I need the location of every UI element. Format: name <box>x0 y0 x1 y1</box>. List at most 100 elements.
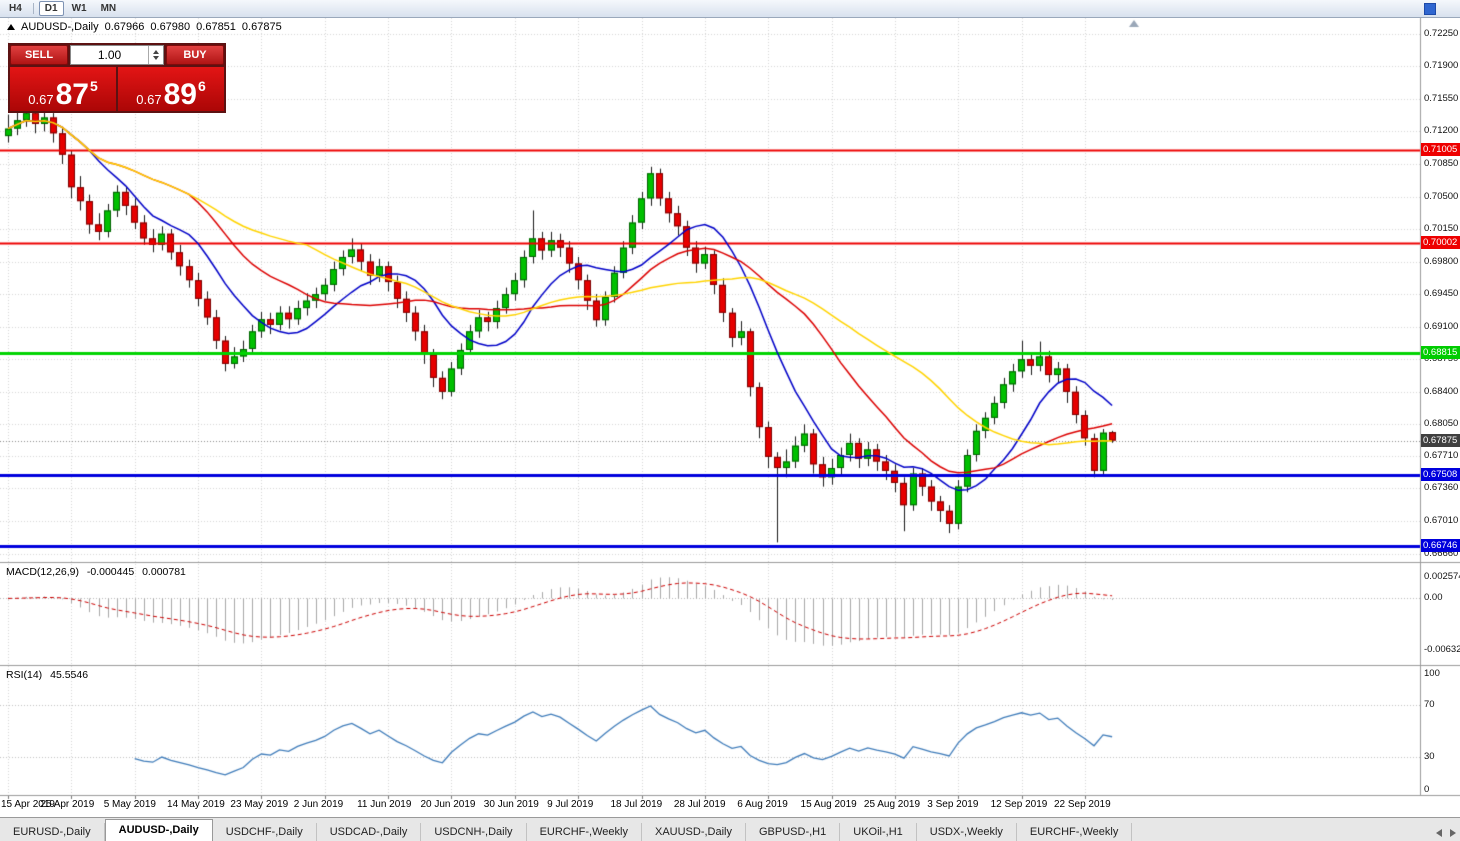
ohlc-open: 0.67966 <box>104 21 145 33</box>
buy-price-frac: 6 <box>197 78 206 94</box>
price-scale-label: 0.69800 <box>1424 255 1459 267</box>
toolbar-blue-square-icon[interactable] <box>1424 3 1436 15</box>
sell-price-frac: 5 <box>89 78 98 94</box>
chart-tab-audusd-daily[interactable]: AUDUSD-,Daily <box>104 819 213 841</box>
rsi-scale-label: 0 <box>1424 784 1430 795</box>
chart-tab-usdx-weekly[interactable]: USDX-,Weekly <box>917 823 1017 841</box>
chart-ohlc-header: AUDUSD-,Daily 0.67966 0.67980 0.67851 0.… <box>7 21 282 33</box>
time-axis-label: 9 Jul 2019 <box>547 799 594 810</box>
toolbar-separator <box>32 3 34 14</box>
buy-price-base: 0.67 <box>136 91 162 107</box>
price-badge-0.71005: 0.71005 <box>1421 142 1460 156</box>
volume-decrease-icon[interactable] <box>153 56 159 60</box>
price-scale-label: 0.69450 <box>1424 288 1459 300</box>
macd-name: MACD(12,26,9) <box>6 566 79 578</box>
price-scale-label: 0.66660 <box>1424 547 1459 559</box>
price-scale-label: 0.70850 <box>1424 157 1459 169</box>
price-badge-0.66746: 0.66746 <box>1421 538 1460 552</box>
rsi-scale-label: 30 <box>1424 750 1435 762</box>
sell-price-display[interactable]: 0.67 87 5 <box>10 67 116 111</box>
timeframe-button-group: H4 D1 W1 MN <box>0 0 123 17</box>
time-axis-label: 12 Sep 2019 <box>990 799 1048 810</box>
macd-signal-value: 0.000781 <box>142 566 186 578</box>
ohlc-low: 0.67851 <box>196 21 236 33</box>
timeframe-button-d1[interactable]: D1 <box>38 1 64 16</box>
price-scale-label: 0.71550 <box>1424 92 1459 104</box>
buy-price-pips: 89 <box>163 78 197 111</box>
rsi-scale-label: 100 <box>1424 668 1440 679</box>
sell-price-pips: 87 <box>55 78 89 111</box>
chart-tab-gbpusd-h1[interactable]: GBPUSD-,H1 <box>746 823 841 841</box>
chart-symbol-label: AUDUSD-,Daily <box>21 21 99 33</box>
price-scale-label: 0.67710 <box>1424 449 1459 461</box>
rsi-value: 45.5546 <box>50 669 89 681</box>
ohlc-high: 0.67980 <box>150 21 191 33</box>
pane-separator-rsi[interactable] <box>0 663 1460 667</box>
price-scale-label: 0.71200 <box>1424 125 1459 137</box>
chart-tab-ukoil-h1[interactable]: UKOil-,H1 <box>840 823 917 841</box>
timeframe-toolbar: H4 D1 W1 MN <box>0 0 1460 18</box>
tab-scroll-buttons <box>1436 829 1456 837</box>
chart-tab-eurusd-daily[interactable]: EURUSD-,Daily <box>0 823 105 841</box>
timeframe-button-mn[interactable]: MN <box>100 3 117 14</box>
time-axis-label: 25 Apr 2019 <box>40 799 95 810</box>
volume-input[interactable]: 1.00 <box>70 45 164 65</box>
time-axis-label: 18 Jul 2019 <box>610 799 663 810</box>
price-badge-0.70002: 0.70002 <box>1421 235 1460 249</box>
volume-stepper[interactable] <box>148 46 163 64</box>
pane-separator-macd[interactable] <box>0 560 1460 564</box>
tab-scroll-left-icon[interactable] <box>1436 829 1442 837</box>
price-badge-0.67875: 0.67875 <box>1421 433 1460 447</box>
ohlc-close: 0.67875 <box>241 21 282 33</box>
price-scale-label: 0.70150 <box>1424 223 1459 235</box>
price-scale-label: 0.68400 <box>1424 385 1459 397</box>
timeframe-button-w1[interactable]: W1 <box>71 3 87 14</box>
price-scale-label: 0.72250 <box>1424 27 1459 39</box>
time-axis-label: 28 Jul 2019 <box>673 799 726 810</box>
symbol-marker-icon <box>7 24 15 30</box>
chart-tab-usdcad-daily[interactable]: USDCAD-,Daily <box>317 823 422 841</box>
tab-scroll-right-icon[interactable] <box>1450 829 1456 837</box>
time-axis-label: 30 Jun 2019 <box>483 799 539 810</box>
price-scale-label: 0.69100 <box>1424 320 1459 332</box>
time-axis-label: 5 May 2019 <box>103 799 156 810</box>
time-axis-label: 11 Jun 2019 <box>357 799 412 810</box>
rsi-name: RSI(14) <box>6 669 43 681</box>
macd-scale-label: -0.006326 <box>1424 644 1460 656</box>
chart-tabs: EURUSD-,Daily AUDUSD-,Daily USDCHF-,Daily U… <box>0 818 1133 841</box>
sell-button[interactable]: SELL <box>10 45 68 65</box>
time-axis-label: 20 Jun 2019 <box>420 799 476 810</box>
macd-scale-label: 0.002574 <box>1424 571 1460 583</box>
time-axis-label: 23 May 2019 <box>230 799 289 810</box>
price-badge-0.68815: 0.68815 <box>1421 346 1460 360</box>
one-click-trading-widget: SELL 1.00 BUY 0.67 87 5 0.67 89 6 <box>8 43 226 113</box>
chart-tab-xauusd-daily[interactable]: XAUUSD-,Daily <box>642 823 746 841</box>
sell-price-base: 0.67 <box>28 91 54 107</box>
price-scale-label: 0.67360 <box>1424 482 1459 494</box>
buy-button[interactable]: BUY <box>166 45 224 65</box>
chart-tab-usdcnh-daily[interactable]: USDCNH-,Daily <box>421 823 527 841</box>
chart-tab-usdchf-daily[interactable]: USDCHF-,Daily <box>213 823 317 841</box>
time-axis-label: 25 Aug 2019 <box>863 799 921 810</box>
time-axis-label: 15 Apr 2019 <box>1 799 55 810</box>
rsi-scale-label: 70 <box>1424 699 1435 711</box>
price-scale-label: 0.70500 <box>1424 190 1459 202</box>
timeframe-button-h4[interactable]: H4 <box>9 3 22 14</box>
price-scale-label: 0.67010 <box>1424 515 1459 527</box>
time-axis-label: 3 Sep 2019 <box>927 799 979 810</box>
macd-indicator-label: MACD(12,26,9) -0.000445 0.000781 <box>6 566 191 578</box>
chart-tab-eurchf-weekly[interactable]: EURCHF-,Weekly <box>527 823 642 841</box>
macd-scale-label: 0.00 <box>1424 592 1443 604</box>
volume-value[interactable]: 1.00 <box>97 48 122 62</box>
chart-tab-eurchf-weekly[interactable]: EURCHF-,Weekly <box>1017 823 1133 841</box>
price-scale-label: 0.71900 <box>1424 60 1459 72</box>
chart-tab-bar: EURUSD-,Daily AUDUSD-,Daily USDCHF-,Daily U… <box>0 817 1460 841</box>
buy-price-display[interactable]: 0.67 89 6 <box>118 67 224 111</box>
volume-increase-icon[interactable] <box>153 50 159 54</box>
time-axis-label: 6 Aug 2019 <box>737 799 788 810</box>
price-badge-0.67508: 0.67508 <box>1421 467 1460 481</box>
time-axis-label: 14 May 2019 <box>167 799 225 810</box>
macd-main-value: -0.000445 <box>86 566 135 578</box>
